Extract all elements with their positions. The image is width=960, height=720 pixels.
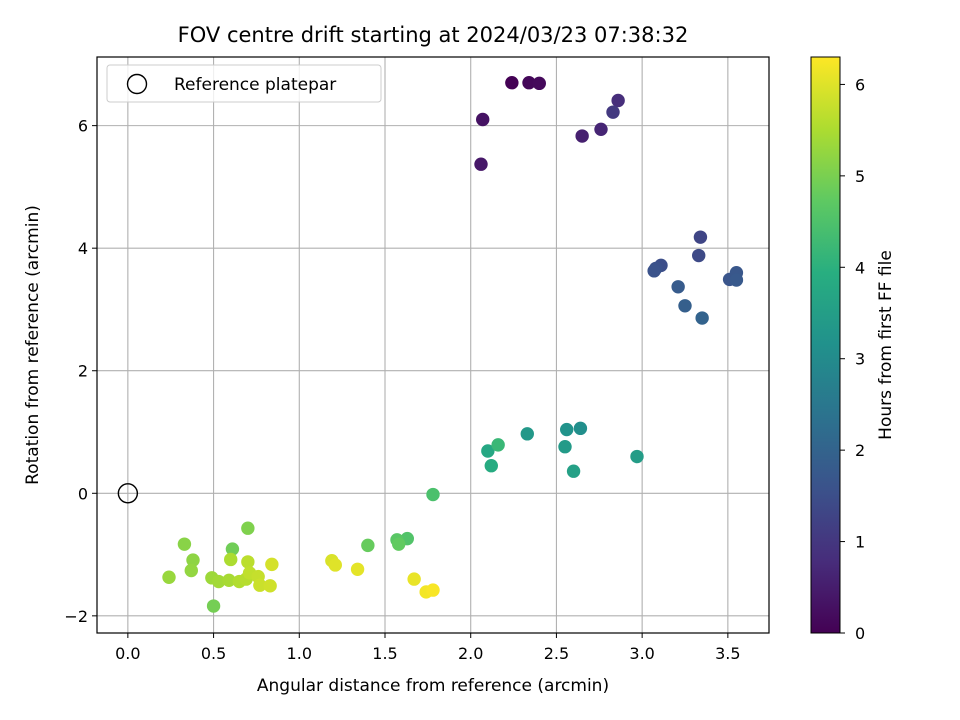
data-point bbox=[611, 93, 625, 108]
data-point bbox=[206, 599, 221, 613]
plot-area bbox=[96, 56, 770, 634]
colorbar-label: Hours from first FF file bbox=[876, 250, 896, 440]
grid bbox=[97, 57, 769, 633]
colorbar-ticks: 0 1 2 3 4 5 6 bbox=[840, 75, 865, 643]
y-axis-label: Rotation from reference (arcmin) bbox=[23, 205, 43, 485]
x-axis-label: Angular distance from reference (arcmin) bbox=[257, 676, 609, 696]
x-tick-label: 0.5 bbox=[201, 644, 226, 663]
data-point bbox=[693, 230, 708, 244]
x-tick-label: 1.5 bbox=[372, 644, 397, 663]
x-tick-label: 1.0 bbox=[287, 644, 312, 663]
data-point bbox=[594, 122, 608, 137]
data-point bbox=[225, 542, 240, 556]
data-point bbox=[573, 421, 588, 436]
scatter-points bbox=[117, 76, 744, 613]
data-point bbox=[481, 444, 495, 458]
axis-ticks: 0.0 0.5 1.0 1.5 2.0 2.5 3.0 3.5 −2 0 2 4 6 bbox=[64, 117, 740, 663]
data-point bbox=[695, 311, 709, 325]
data-point bbox=[476, 112, 490, 127]
reference-platepar-marker bbox=[117, 483, 139, 504]
data-point bbox=[647, 264, 661, 278]
legend-box bbox=[106, 64, 382, 103]
data-point bbox=[224, 552, 238, 567]
legend: Reference platepar bbox=[106, 64, 382, 103]
data-point bbox=[265, 557, 279, 572]
data-point bbox=[241, 555, 255, 569]
data-point bbox=[361, 538, 375, 553]
data-point bbox=[263, 579, 277, 593]
data-point bbox=[630, 449, 644, 464]
data-point bbox=[484, 459, 498, 473]
chart-title: FOV centre drift starting at 2024/03/23 … bbox=[178, 23, 689, 47]
data-point bbox=[606, 105, 620, 119]
data-point bbox=[532, 76, 546, 91]
data-point bbox=[575, 129, 589, 143]
data-point bbox=[522, 76, 536, 90]
y-tick-label: 6 bbox=[78, 117, 88, 136]
data-point bbox=[671, 280, 685, 294]
x-tick-label: 2.5 bbox=[544, 644, 569, 663]
data-point bbox=[558, 440, 572, 454]
colorbar-tick-label: 6 bbox=[855, 75, 865, 94]
y-tick-label: 4 bbox=[78, 239, 88, 258]
x-tick-label: 0.0 bbox=[115, 644, 140, 663]
colorbar-tick-label: 3 bbox=[855, 350, 865, 369]
data-point bbox=[186, 553, 200, 567]
data-point bbox=[328, 558, 342, 572]
data-point bbox=[426, 487, 440, 502]
data-point bbox=[177, 537, 192, 551]
data-point bbox=[184, 563, 198, 578]
data-point bbox=[241, 521, 255, 535]
x-tick-label: 3.0 bbox=[629, 644, 654, 663]
data-point bbox=[692, 248, 706, 263]
colorbar-tick-label: 0 bbox=[855, 624, 865, 643]
colorbar-tick-label: 4 bbox=[855, 258, 865, 277]
y-tick-label: −2 bbox=[64, 607, 88, 626]
data-point bbox=[566, 464, 581, 478]
legend-label-reference: Reference platepar bbox=[174, 75, 336, 95]
colorbar-tick-label: 2 bbox=[855, 441, 865, 460]
data-point bbox=[474, 157, 488, 171]
colorbar-tick-label: 5 bbox=[855, 167, 865, 186]
data-point bbox=[350, 562, 365, 576]
y-tick-label: 2 bbox=[78, 362, 88, 381]
x-tick-label: 3.5 bbox=[715, 644, 740, 663]
data-point bbox=[392, 537, 406, 551]
data-point bbox=[222, 573, 236, 588]
colorbar-tick-label: 1 bbox=[855, 533, 865, 552]
data-point bbox=[560, 422, 574, 437]
data-point bbox=[520, 427, 534, 441]
data-point bbox=[678, 299, 692, 313]
data-point bbox=[426, 583, 440, 597]
data-point bbox=[212, 574, 226, 589]
data-point bbox=[491, 438, 505, 452]
y-tick-label: 0 bbox=[78, 484, 88, 503]
colorbar-gradient bbox=[810, 56, 841, 634]
data-point bbox=[162, 570, 176, 584]
data-point bbox=[407, 572, 421, 586]
legend-marker-reference bbox=[126, 73, 148, 95]
data-point bbox=[729, 273, 744, 287]
data-point bbox=[505, 76, 519, 90]
data-point bbox=[253, 578, 267, 592]
x-tick-label: 2.0 bbox=[458, 644, 483, 663]
colorbar: 0 1 2 3 4 5 6 Hours from first FF file bbox=[810, 56, 896, 643]
